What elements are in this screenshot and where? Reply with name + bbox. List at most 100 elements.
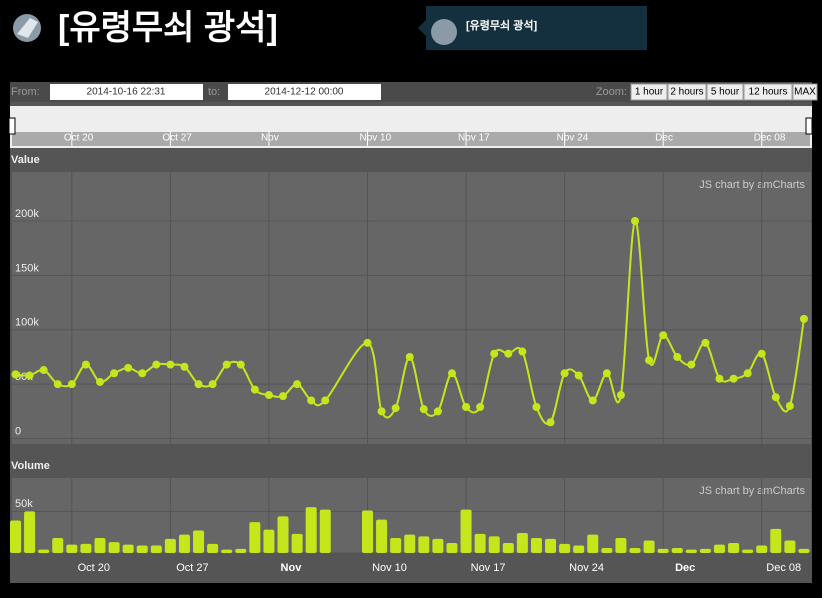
- volume-bar: [545, 538, 557, 553]
- volume-bar: [24, 511, 36, 553]
- value-point: [11, 370, 20, 379]
- value-point: [95, 377, 104, 386]
- volume-bar: [193, 530, 205, 553]
- volume-bar: [798, 548, 810, 553]
- volume-bar: [784, 540, 796, 553]
- volume-bar: [52, 538, 64, 553]
- volume-bar: [502, 543, 514, 553]
- volume-bar: [404, 534, 416, 553]
- x-tick-label: Dec 08: [766, 562, 801, 574]
- y-tick-label: 200k: [15, 208, 39, 220]
- value-point: [81, 360, 90, 369]
- value-point: [785, 401, 794, 410]
- value-point: [208, 380, 217, 389]
- value-point: [687, 360, 696, 369]
- value-point: [152, 360, 161, 369]
- value-point: [53, 380, 62, 389]
- value-point: [433, 407, 442, 416]
- volume-bar: [249, 522, 261, 553]
- badge-icon: [431, 19, 457, 45]
- value-point: [588, 396, 597, 405]
- scrollbar-label: Nov 17: [458, 133, 490, 144]
- value-point: [447, 369, 456, 378]
- x-tick-label: Nov: [281, 562, 303, 574]
- value-point: [462, 403, 471, 412]
- scrollbar-label: Oct 20: [64, 133, 94, 144]
- value-point: [321, 396, 330, 405]
- value-point: [476, 403, 485, 412]
- scrollbar-graph: [12, 132, 810, 146]
- volume-bar: [615, 538, 627, 553]
- zoom-button-label: MAX: [794, 87, 816, 98]
- volume-bar: [207, 543, 219, 553]
- y-tick-label: 0: [15, 425, 21, 437]
- credit: JS chart by amCharts: [699, 485, 805, 497]
- scroll-handle-left[interactable]: [8, 117, 16, 135]
- value-point: [757, 349, 766, 358]
- value-point: [138, 369, 147, 378]
- value-point: [546, 418, 555, 427]
- from-input[interactable]: [50, 84, 203, 100]
- zoom-label: Zoom:: [596, 86, 627, 98]
- value-point: [771, 393, 780, 402]
- y-tick-label: 150k: [15, 262, 39, 274]
- volume-bar: [362, 510, 374, 553]
- value-point: [490, 349, 499, 358]
- badge-text: [유령무쇠 광석]: [466, 18, 537, 32]
- volume-bar: [643, 540, 655, 553]
- volume-bar: [136, 545, 148, 553]
- value-point: [166, 360, 175, 369]
- panel-title: Value: [11, 154, 40, 166]
- volume-bar: [685, 549, 697, 553]
- value-point: [307, 396, 316, 405]
- y-tick-label: 100k: [15, 317, 39, 329]
- value-point: [799, 314, 808, 323]
- volume-bar: [277, 516, 289, 553]
- volume-bar: [460, 509, 472, 553]
- zoom-button[interactable]: [743, 83, 793, 101]
- page-title: [유령무쇠 광석]: [58, 9, 278, 47]
- volume-bar: [573, 545, 585, 553]
- volume-bar: [657, 548, 669, 553]
- plot-area: [12, 172, 811, 444]
- from-label: From:: [11, 86, 40, 98]
- x-tick-label: Oct 27: [176, 562, 208, 574]
- volume-bar: [418, 536, 430, 553]
- plots: Value JS chart by amCharts 0 50k 100k 150k 200…: [10, 154, 811, 574]
- volume-bar: [629, 548, 641, 553]
- value-point: [645, 356, 654, 365]
- zoom-button[interactable]: [630, 83, 668, 101]
- volume-bar: [221, 549, 233, 553]
- volume-bar: [671, 548, 683, 553]
- volume-bar: [122, 544, 134, 553]
- zoom-button[interactable]: [667, 83, 707, 101]
- volume-bar: [80, 543, 92, 553]
- volume-bar: [178, 534, 190, 553]
- x-tick-label: Oct 20: [78, 562, 110, 574]
- volume-bar: [474, 533, 486, 553]
- volume-bar: [770, 528, 782, 553]
- volume-bar: [601, 548, 613, 553]
- panel-title: Volume: [11, 460, 50, 472]
- scrollbar-label: Dec: [655, 133, 673, 144]
- zoom-button[interactable]: [706, 83, 744, 101]
- value-point: [67, 380, 76, 389]
- value-point: [250, 385, 259, 394]
- scrollbar-label: Nov: [261, 133, 279, 144]
- value-point: [110, 369, 119, 378]
- scroll-handle-right[interactable]: [805, 117, 813, 135]
- value-point: [616, 391, 625, 400]
- volume-bar: [446, 543, 458, 553]
- credit: JS chart by amCharts: [699, 179, 805, 191]
- zoom-button-label: 1 hour: [635, 87, 664, 98]
- to-input[interactable]: [228, 84, 381, 100]
- volume-bar: [305, 507, 317, 553]
- value-point: [743, 369, 752, 378]
- value-point: [124, 363, 133, 372]
- value-point: [25, 371, 34, 380]
- value-point: [729, 374, 738, 383]
- zoom-button[interactable]: [792, 83, 818, 101]
- zoom-button-label: 5 hour: [711, 87, 740, 98]
- volume-bar: [587, 534, 599, 553]
